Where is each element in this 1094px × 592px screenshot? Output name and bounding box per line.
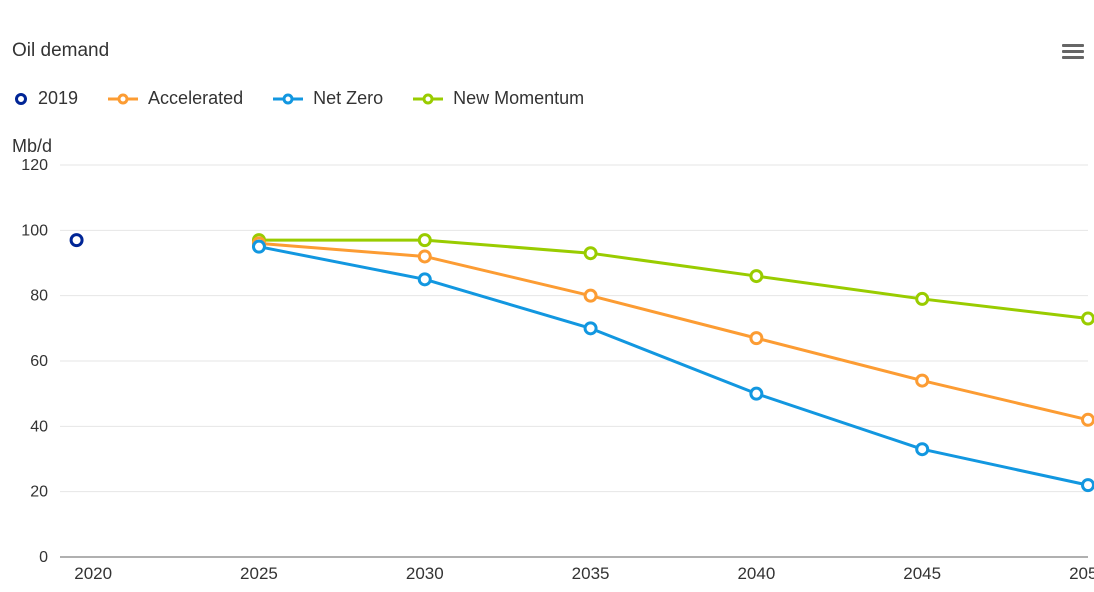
- y-tick-label: 60: [30, 353, 48, 370]
- x-tick-label: 2050: [1069, 564, 1094, 583]
- legend-label: New Momentum: [453, 88, 584, 109]
- data-point-marker[interactable]: [751, 388, 762, 399]
- data-point-marker[interactable]: [917, 293, 928, 304]
- y-tick-label: 100: [21, 222, 48, 239]
- legend-label: 2019: [38, 88, 78, 109]
- series-2019: [71, 235, 82, 246]
- y-tick-label: 80: [30, 288, 48, 305]
- data-point-marker[interactable]: [419, 235, 430, 246]
- chart-title: Oil demand: [12, 40, 109, 62]
- y-tick-label: 40: [30, 418, 48, 435]
- gridlines: [60, 165, 1088, 557]
- data-point-marker[interactable]: [419, 251, 430, 262]
- data-point-marker[interactable]: [751, 271, 762, 282]
- data-point-marker[interactable]: [419, 274, 430, 285]
- data-point-marker[interactable]: [585, 323, 596, 334]
- legend-marker-icon: [413, 92, 443, 106]
- data-point-marker[interactable]: [585, 248, 596, 259]
- circle-icon: [118, 93, 129, 104]
- x-tick-label: 2030: [406, 564, 444, 583]
- chart-svg: 0204060801001202020202520302035204020452…: [60, 165, 1088, 557]
- data-point-marker[interactable]: [1083, 480, 1094, 491]
- chart-page: Oil demand 2019 Accelerated Net Zero New Mo…: [0, 0, 1094, 592]
- circle-icon: [15, 93, 27, 105]
- data-point-marker[interactable]: [917, 444, 928, 455]
- data-point-marker[interactable]: [71, 235, 82, 246]
- data-point-marker[interactable]: [253, 241, 264, 252]
- legend-item-accelerated[interactable]: Accelerated: [108, 88, 243, 109]
- y-axis-title: Mb/d: [12, 136, 52, 157]
- legend-item-newmomentum[interactable]: New Momentum: [413, 88, 584, 109]
- legend-label: Net Zero: [313, 88, 383, 109]
- series-line: [259, 247, 1088, 485]
- y-tick-label: 20: [30, 484, 48, 501]
- chart-legend: 2019 Accelerated Net Zero New Momentum: [14, 88, 584, 109]
- chart-series-group: [71, 235, 1093, 491]
- chart-menu-icon[interactable]: [1062, 44, 1084, 62]
- legend-item-2019[interactable]: 2019: [14, 88, 78, 109]
- x-tick-label: 2025: [240, 564, 278, 583]
- circle-icon: [283, 93, 294, 104]
- circle-icon: [423, 93, 434, 104]
- y-tick-label: 120: [21, 157, 48, 174]
- legend-item-netzero[interactable]: Net Zero: [273, 88, 383, 109]
- x-tick-label: 2035: [572, 564, 610, 583]
- chart-plot-area: 0204060801001202020202520302035204020452…: [60, 165, 1088, 557]
- x-tick-label: 2045: [903, 564, 941, 583]
- y-tick-label: 0: [39, 549, 48, 566]
- x-tick-label: 2020: [74, 564, 112, 583]
- legend-label: Accelerated: [148, 88, 243, 109]
- series-newmomentum: [253, 235, 1093, 324]
- legend-marker-icon: [273, 92, 303, 106]
- data-point-marker[interactable]: [1083, 414, 1094, 425]
- x-tick-label: 2040: [737, 564, 775, 583]
- series-netzero: [253, 241, 1093, 490]
- data-point-marker[interactable]: [585, 290, 596, 301]
- data-point-marker[interactable]: [751, 333, 762, 344]
- data-point-marker[interactable]: [917, 375, 928, 386]
- legend-marker-icon: [14, 92, 28, 106]
- data-point-marker[interactable]: [1083, 313, 1094, 324]
- legend-marker-icon: [108, 92, 138, 106]
